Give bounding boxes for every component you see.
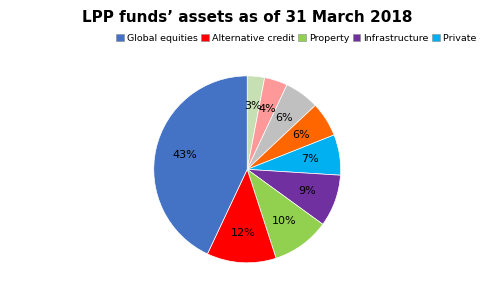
Wedge shape bbox=[247, 85, 315, 169]
Wedge shape bbox=[247, 105, 334, 169]
Wedge shape bbox=[207, 169, 276, 263]
Wedge shape bbox=[154, 76, 247, 254]
Text: 43%: 43% bbox=[173, 150, 198, 161]
Text: 9%: 9% bbox=[298, 186, 316, 196]
Text: 7%: 7% bbox=[301, 154, 319, 164]
Text: 4%: 4% bbox=[258, 104, 276, 114]
Wedge shape bbox=[247, 169, 340, 224]
Text: 6%: 6% bbox=[292, 130, 310, 140]
Text: 12%: 12% bbox=[231, 228, 255, 238]
Legend: Global equities, Alternative credit, Property, Infrastructure, Private equity, C: Global equities, Alternative credit, Pro… bbox=[117, 34, 480, 43]
Wedge shape bbox=[247, 76, 264, 169]
Wedge shape bbox=[247, 169, 323, 258]
Title: LPP funds’ assets as of 31 March 2018: LPP funds’ assets as of 31 March 2018 bbox=[82, 10, 412, 25]
Wedge shape bbox=[247, 78, 287, 169]
Text: 6%: 6% bbox=[276, 113, 293, 123]
Text: 3%: 3% bbox=[244, 101, 262, 111]
Text: 10%: 10% bbox=[272, 216, 297, 226]
Wedge shape bbox=[247, 135, 341, 175]
